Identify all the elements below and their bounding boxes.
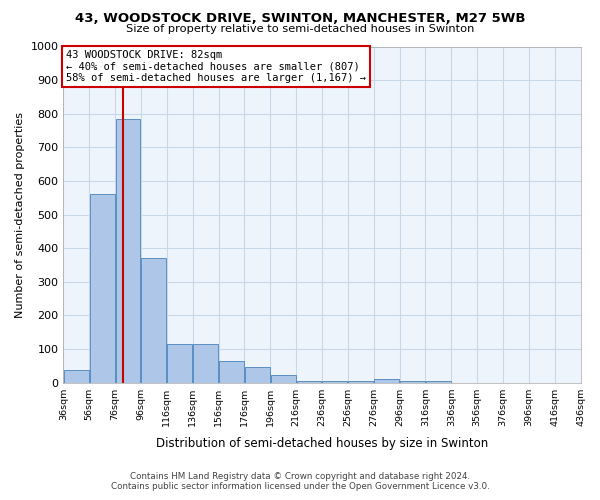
Bar <box>116 118 140 382</box>
X-axis label: Distribution of semi-detached houses by size in Swinton: Distribution of semi-detached houses by … <box>156 437 488 450</box>
Bar <box>64 370 89 382</box>
Bar <box>374 379 399 382</box>
Bar <box>219 362 244 382</box>
Y-axis label: Number of semi-detached properties: Number of semi-detached properties <box>15 112 25 318</box>
Bar <box>245 367 270 382</box>
Bar <box>400 381 425 382</box>
Bar <box>322 381 347 382</box>
Bar <box>349 381 373 382</box>
Text: Size of property relative to semi-detached houses in Swinton: Size of property relative to semi-detach… <box>126 24 474 34</box>
Text: Contains HM Land Registry data © Crown copyright and database right 2024.
Contai: Contains HM Land Registry data © Crown c… <box>110 472 490 491</box>
Text: 43, WOODSTOCK DRIVE, SWINTON, MANCHESTER, M27 5WB: 43, WOODSTOCK DRIVE, SWINTON, MANCHESTER… <box>75 12 525 24</box>
Bar <box>167 344 192 383</box>
Bar <box>193 344 218 383</box>
Text: 43 WOODSTOCK DRIVE: 82sqm
← 40% of semi-detached houses are smaller (807)
58% of: 43 WOODSTOCK DRIVE: 82sqm ← 40% of semi-… <box>66 50 366 83</box>
Bar <box>142 258 166 382</box>
Bar <box>271 375 296 382</box>
Bar <box>426 381 451 382</box>
Bar <box>90 194 115 382</box>
Bar <box>296 381 322 382</box>
